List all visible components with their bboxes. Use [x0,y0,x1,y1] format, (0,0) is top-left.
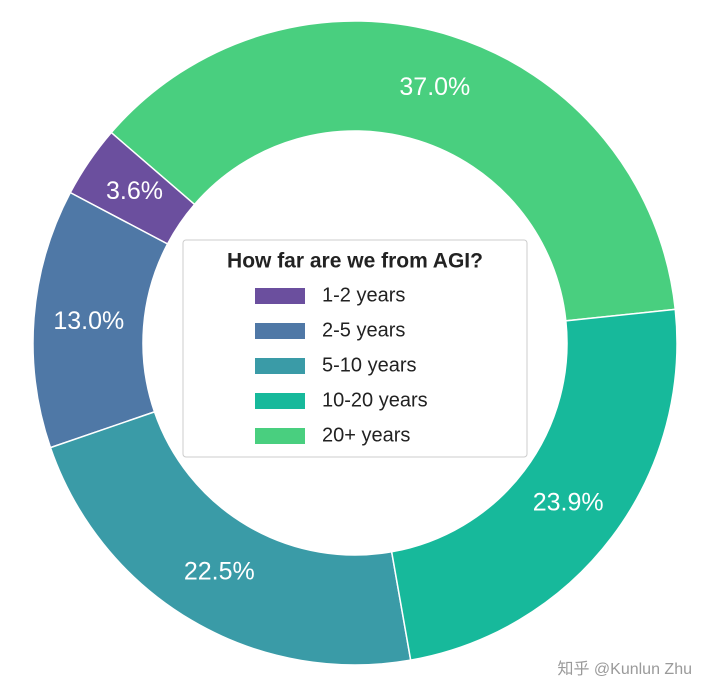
legend-title: How far are we from AGI? [227,250,483,273]
legend-label: 10-20 years [322,389,428,411]
slice-label: 22.5% [184,558,255,586]
donut-slice [390,308,678,662]
legend-label: 5-10 years [322,354,417,376]
slice-label: 37.0% [399,73,470,101]
legend-swatch [255,358,305,374]
legend-swatch [255,393,305,409]
slice-label: 3.6% [106,177,163,205]
legend-swatch [255,323,305,339]
slice-label: 23.9% [533,488,604,516]
watermark: 知乎 @Kunlun Zhu [557,660,692,678]
legend-swatch [255,428,305,444]
legend-label: 20+ years [322,424,410,446]
slice-label: 13.0% [53,307,124,335]
donut-slice [49,410,412,666]
legend-label: 2-5 years [322,319,405,341]
donut-slice [110,20,677,322]
legend-label: 1-2 years [322,284,405,306]
legend-swatch [255,288,305,304]
